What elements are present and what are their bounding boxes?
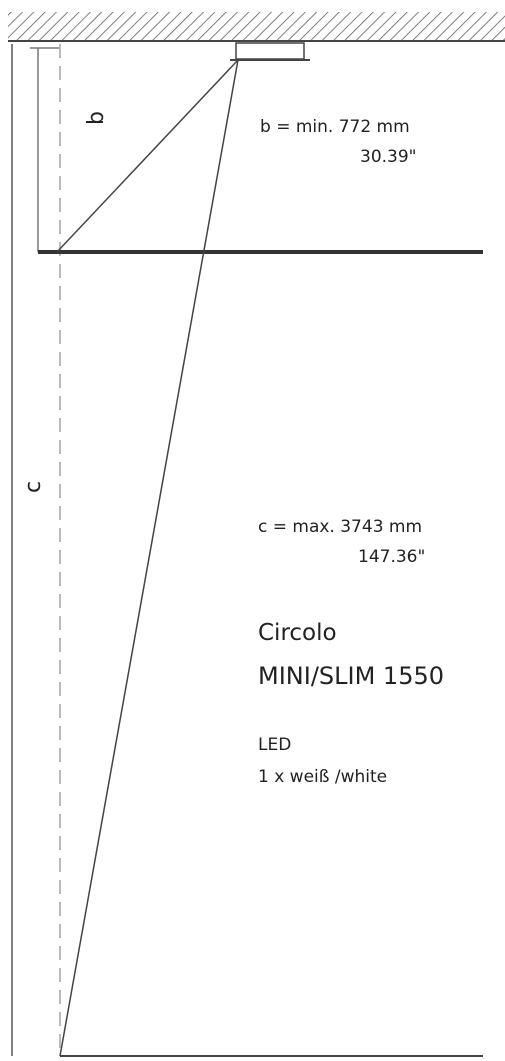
cable-c: [59, 59, 239, 1057]
b-inch: 30.39": [360, 147, 417, 167]
c-text: c = max. 3743 mm: [258, 517, 422, 537]
light-color: 1 x weiß /white: [258, 767, 387, 787]
light-type: LED: [258, 735, 291, 755]
product-name: Circolo: [258, 620, 337, 646]
fixture: [235, 42, 305, 60]
cable-b: [56, 59, 239, 253]
c-label: c: [21, 481, 46, 493]
ceiling-hatch: [8, 12, 505, 40]
product-model: MINI/SLIM 1550: [258, 662, 444, 690]
b-text: b = min. 772 mm: [260, 117, 410, 137]
b-label: b: [84, 111, 109, 125]
c-inch: 147.36": [358, 547, 425, 567]
